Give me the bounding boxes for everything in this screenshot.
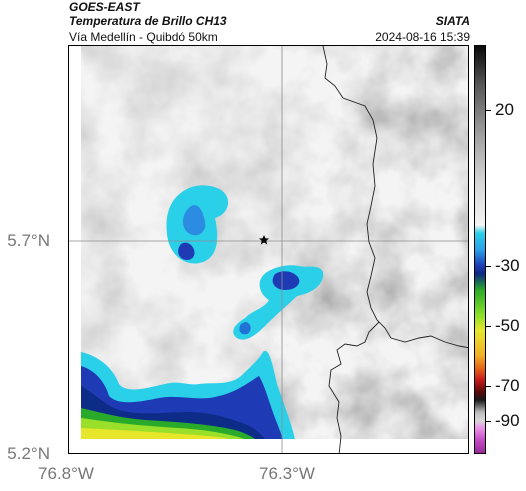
colorbar-label: -70	[495, 376, 520, 395]
brightness-temperature-map	[69, 46, 468, 453]
department-border	[322, 46, 468, 349]
star-icon	[259, 235, 269, 245]
lat-tick-label: 5.7°N	[7, 231, 50, 250]
colorbar-label: -50	[495, 316, 520, 335]
datetime-label: 2024-08-16 15:39	[375, 30, 470, 44]
colorbar	[474, 45, 486, 454]
river-line	[328, 321, 380, 453]
no-data-left	[69, 46, 81, 453]
cold-cloud-central	[233, 265, 324, 340]
colorbar-tick	[486, 386, 491, 387]
cold-cloud-southwest	[81, 350, 295, 439]
colorbar-tick	[486, 326, 491, 327]
lon-tick-label: 76.8°W	[38, 464, 94, 483]
lat-tick-label: 5.2°N	[7, 444, 50, 463]
map-panel	[68, 45, 469, 454]
lon-tick-label: 76.3°W	[259, 464, 315, 483]
colorbar-tick	[486, 110, 491, 111]
colorbar-label: -90	[495, 411, 520, 430]
no-data-bottom	[69, 439, 468, 453]
colorbar-tick	[486, 421, 491, 422]
title-line-2: Temperatura de Brillo CH13	[69, 14, 227, 28]
title-line-1: GOES-EAST	[69, 0, 140, 14]
subtitle: Vía Medellín - Quibdó 50km	[69, 30, 218, 44]
colorbar-label: 20	[495, 100, 514, 119]
colorbar-label: -30	[495, 256, 520, 275]
agency-label: SIATA	[435, 14, 470, 28]
cold-cloud-northwest	[166, 185, 229, 264]
colorbar-tick	[486, 266, 491, 267]
